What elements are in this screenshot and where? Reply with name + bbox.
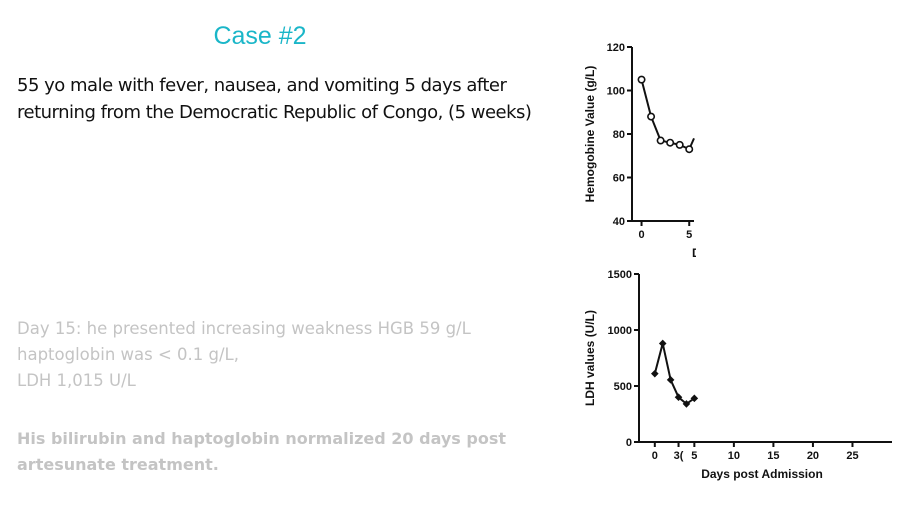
y-tick-label: 500	[614, 381, 632, 393]
y-tick-label: 1500	[608, 269, 632, 281]
x-axis-label: D	[692, 246, 696, 260]
data-point	[658, 339, 667, 348]
y-tick-label: 80	[613, 129, 625, 141]
x-tick-label: 15	[767, 450, 779, 462]
x-tick-label: 0	[638, 229, 644, 241]
y-tick-label: 60	[613, 173, 625, 185]
y-axis-label: Hemogobine Value (g/L)	[583, 66, 597, 203]
x-axis-label: Days post Admission	[701, 467, 823, 481]
data-point	[651, 369, 659, 378]
y-tick-label: 100	[607, 86, 625, 98]
series-line	[653, 343, 695, 406]
data-point	[666, 376, 675, 384]
data-point	[675, 140, 684, 149]
x-tick-label: 3(	[674, 450, 684, 462]
x-tick-label: 5	[691, 450, 697, 462]
x-tick-label: 10	[728, 450, 740, 462]
day-15-findings: Day 15: he presented increasing weakness…	[17, 316, 577, 394]
x-tick-label: 25	[846, 450, 858, 462]
y-tick-label: 0	[626, 437, 632, 449]
finding-line: LDH 1,015 U/L	[17, 371, 136, 390]
y-tick-label: 1000	[608, 325, 632, 337]
ldh-chart: 0 500 1000 1500 0 5 10 15 20 25 3( LDH values (U/L)…	[583, 269, 892, 481]
data-point	[666, 138, 675, 147]
y-tick-label: 40	[613, 216, 625, 228]
conclusion-text: His bilirubin and haptoglobin normalized…	[17, 429, 507, 474]
x-tick-label: 20	[807, 450, 819, 462]
data-point	[685, 145, 694, 154]
case-description: 55 yo male with fever, nausea, and vomit…	[17, 75, 532, 123]
x-tick-label: 5	[686, 229, 692, 241]
data-point	[656, 136, 665, 145]
data-point	[647, 112, 656, 121]
hemoglobin-chart: 40 60 80 100 120 0 5 Hemogobine Value (g/L) D	[583, 42, 696, 260]
y-tick-label: 120	[607, 42, 625, 54]
finding-line: haptoglobin was < 0.1 g/L,	[17, 345, 239, 364]
finding-line: Day 15: he presented increasing weakness…	[17, 319, 471, 338]
slide-title: Case #2	[213, 22, 307, 50]
data-point	[637, 75, 646, 84]
x-tick-label: 0	[652, 450, 658, 462]
y-axis-label: LDH values (U/L)	[583, 310, 597, 406]
